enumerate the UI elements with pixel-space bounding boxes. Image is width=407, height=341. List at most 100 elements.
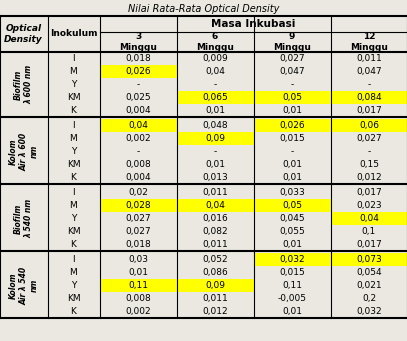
Text: K: K — [70, 173, 77, 182]
Text: 0,026: 0,026 — [125, 67, 151, 76]
Text: 0,015: 0,015 — [279, 268, 305, 277]
Text: 0,002: 0,002 — [125, 307, 151, 316]
Text: 0,082: 0,082 — [202, 227, 228, 236]
Text: 0,023: 0,023 — [356, 201, 382, 210]
Text: 0,06: 0,06 — [359, 121, 379, 130]
Text: 0,026: 0,026 — [279, 121, 305, 130]
Text: 0,04: 0,04 — [205, 201, 225, 210]
Text: Masa Inkubasi: Masa Inkubasi — [211, 19, 296, 29]
Text: 12
Minggu: 12 Minggu — [350, 32, 388, 52]
Bar — [177, 199, 254, 212]
Text: -: - — [368, 147, 371, 156]
Bar — [177, 132, 254, 145]
Text: 0,073: 0,073 — [356, 255, 382, 264]
Text: 0,012: 0,012 — [202, 307, 228, 316]
Text: 0,01: 0,01 — [282, 106, 302, 115]
Text: 0,09: 0,09 — [205, 134, 225, 143]
Text: 0,04: 0,04 — [128, 121, 148, 130]
Text: -: - — [290, 80, 293, 89]
Text: 0,1: 0,1 — [362, 227, 376, 236]
Text: 0,021: 0,021 — [356, 281, 382, 290]
Bar — [254, 91, 330, 104]
Text: 0,027: 0,027 — [356, 134, 382, 143]
Text: 0,013: 0,013 — [202, 173, 228, 182]
Text: 0,025: 0,025 — [125, 93, 151, 102]
Text: M: M — [70, 67, 77, 76]
Text: 0,03: 0,03 — [128, 255, 148, 264]
Text: 0,052: 0,052 — [202, 255, 228, 264]
Text: -: - — [213, 80, 217, 89]
Text: 0,01: 0,01 — [205, 160, 225, 169]
Text: 0,065: 0,065 — [202, 93, 228, 102]
Text: 0,055: 0,055 — [279, 227, 305, 236]
Text: KM: KM — [67, 294, 80, 303]
Text: Biofilm
λ 600 nm: Biofilm λ 600 nm — [14, 65, 33, 104]
Text: K: K — [70, 307, 77, 316]
Text: 0,01: 0,01 — [282, 240, 302, 249]
Text: 0,054: 0,054 — [356, 268, 382, 277]
Bar — [99, 199, 177, 212]
Text: KM: KM — [67, 227, 80, 236]
Text: Kolom
Air λ 540
nm: Kolom Air λ 540 nm — [9, 266, 38, 305]
Text: 0,047: 0,047 — [356, 67, 382, 76]
Text: 0,09: 0,09 — [205, 281, 225, 290]
Text: 0,017: 0,017 — [356, 240, 382, 249]
Text: I: I — [72, 255, 75, 264]
Text: 0,032: 0,032 — [356, 307, 382, 316]
Text: Nilai Rata-Rata Optical Density: Nilai Rata-Rata Optical Density — [128, 4, 279, 14]
Text: Y: Y — [71, 281, 76, 290]
Text: 0,027: 0,027 — [125, 214, 151, 223]
Text: 0,032: 0,032 — [279, 255, 305, 264]
Text: I: I — [72, 188, 75, 197]
Text: 0,012: 0,012 — [356, 173, 382, 182]
Text: 0,011: 0,011 — [356, 54, 382, 63]
Text: KM: KM — [67, 93, 80, 102]
Text: Biofilm
λ 540 nm: Biofilm λ 540 nm — [14, 199, 33, 238]
Text: Y: Y — [71, 214, 76, 223]
Text: I: I — [72, 54, 75, 63]
Text: Kolom
Air λ 600
nm: Kolom Air λ 600 nm — [9, 132, 38, 170]
Text: M: M — [70, 134, 77, 143]
Bar — [254, 253, 330, 266]
Text: 3
Minggu: 3 Minggu — [119, 32, 157, 52]
Text: 0,15: 0,15 — [359, 160, 379, 169]
Bar — [99, 119, 177, 132]
Text: 0,008: 0,008 — [125, 294, 151, 303]
Text: 0,002: 0,002 — [125, 134, 151, 143]
Bar — [177, 279, 254, 292]
Text: 0,009: 0,009 — [202, 54, 228, 63]
Text: 6
Minggu: 6 Minggu — [196, 32, 234, 52]
Text: KM: KM — [67, 160, 80, 169]
Bar — [99, 279, 177, 292]
Text: 0,04: 0,04 — [359, 214, 379, 223]
Text: 0,018: 0,018 — [125, 240, 151, 249]
Text: 0,01: 0,01 — [282, 307, 302, 316]
Text: 0,011: 0,011 — [202, 188, 228, 197]
Text: 0,011: 0,011 — [202, 240, 228, 249]
Text: I: I — [72, 121, 75, 130]
Text: 0,048: 0,048 — [202, 121, 228, 130]
Text: 0,018: 0,018 — [125, 54, 151, 63]
Text: 0,11: 0,11 — [128, 281, 148, 290]
Text: 0,011: 0,011 — [202, 294, 228, 303]
Text: 0,01: 0,01 — [282, 173, 302, 182]
Text: 0,086: 0,086 — [202, 268, 228, 277]
Bar — [330, 91, 407, 104]
Text: Y: Y — [71, 80, 76, 89]
Text: 0,11: 0,11 — [282, 281, 302, 290]
Text: 0,033: 0,033 — [279, 188, 305, 197]
Text: 0,004: 0,004 — [125, 173, 151, 182]
Text: Inokulum: Inokulum — [50, 30, 97, 39]
Text: 0,045: 0,045 — [279, 214, 305, 223]
Text: -: - — [213, 147, 217, 156]
Text: K: K — [70, 106, 77, 115]
Bar — [254, 199, 330, 212]
Text: Optical
Density: Optical Density — [4, 24, 43, 44]
Text: -: - — [136, 80, 140, 89]
Text: 0,02: 0,02 — [128, 188, 148, 197]
Text: 0,2: 0,2 — [362, 294, 376, 303]
Text: 0,047: 0,047 — [279, 67, 305, 76]
Text: -: - — [136, 147, 140, 156]
Bar — [99, 65, 177, 78]
Text: 0,05: 0,05 — [282, 201, 302, 210]
